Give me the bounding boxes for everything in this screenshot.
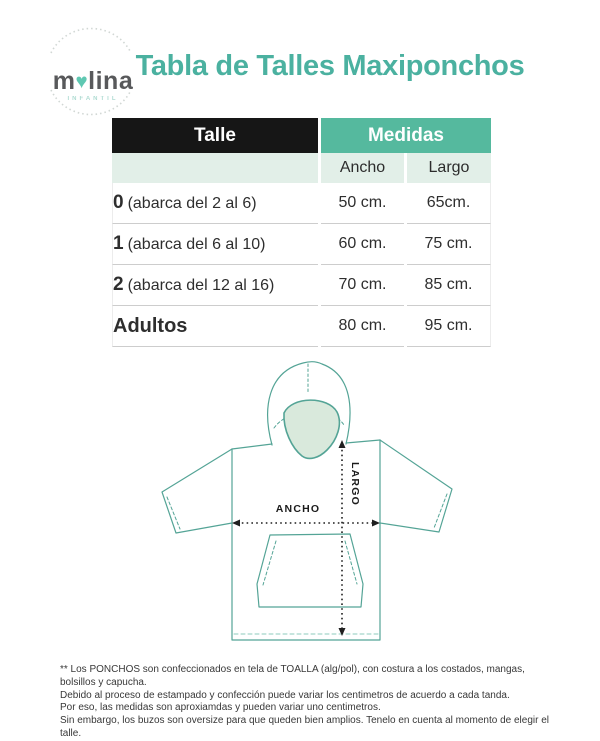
column-header-ancho: Ancho <box>321 153 404 183</box>
largo-value: 95 cm. <box>407 306 491 347</box>
ancho-value: 50 cm. <box>321 183 404 224</box>
column-header-largo: Largo <box>407 153 491 183</box>
poncho-hood-outline <box>267 361 351 446</box>
poncho-left-sleeve <box>161 448 233 534</box>
page-title: Tabla de Talles Maxiponchos <box>135 50 525 82</box>
wordmark-lina: lina <box>88 67 134 95</box>
size-range: (abarca del 2 al 6) <box>127 195 257 212</box>
poncho-right-sleeve <box>379 439 453 533</box>
size-label: Adultos <box>113 314 188 337</box>
column-header-medidas: Medidas <box>321 118 491 153</box>
brand-tagline: INFANTIL <box>67 96 119 102</box>
column-header-talle: Talle <box>112 118 318 153</box>
logo-stamp-ring-icon <box>50 27 132 116</box>
largo-label: LARGO <box>349 462 361 506</box>
size-table: Talle Medidas Ancho Largo 0 (abarca del 2… <box>109 118 494 347</box>
brand-wordmark: m♥lina <box>43 69 143 94</box>
table-row: 1 (abarca del 6 al 10) 60 cm. 75 cm. <box>112 224 491 265</box>
footnote-line: Por eso, las medidas son aproxiamdas y p… <box>60 702 381 714</box>
poncho-measurement-diagram: ANCHO LARGO <box>161 361 453 641</box>
wordmark-m: m <box>52 67 76 95</box>
ancho-value: 70 cm. <box>321 265 404 306</box>
footnote-line: Debido al proceso de estampado y confecc… <box>60 689 510 701</box>
largo-value: 85 cm. <box>407 265 491 306</box>
ancho-value: 60 cm. <box>321 224 404 265</box>
footnotes: ** Los PONCHOS son confeccionados en tel… <box>60 664 560 741</box>
largo-arrow-down-icon <box>338 628 346 636</box>
measurement-lines <box>237 445 375 631</box>
size-label: 1 <box>113 233 124 254</box>
table-row: 0 (abarca del 2 al 6) 50 cm. 65cm. <box>112 183 491 224</box>
ancho-arrow-left-icon <box>232 519 240 527</box>
table-subheader-row: Ancho Largo <box>112 153 491 183</box>
size-range: (abarca del 6 al 10) <box>127 236 266 253</box>
largo-arrow-up-icon <box>338 440 346 448</box>
subheader-empty-cell <box>112 153 318 183</box>
largo-value: 75 cm. <box>407 224 491 265</box>
brand-logo: m♥lina INFANTIL <box>43 26 143 122</box>
size-label: 0 <box>113 192 124 213</box>
footnote-line: Sin embargo, los buzos son oversize para… <box>60 715 550 739</box>
ancho-label: ANCHO <box>276 503 321 515</box>
poncho-pocket-outline <box>256 533 364 608</box>
table-header-row: Talle Medidas <box>112 118 491 153</box>
table-row: 2 (abarca del 12 al 16) 70 cm. 85 cm. <box>112 265 491 306</box>
ancho-value: 80 cm. <box>321 306 404 347</box>
size-range: (abarca del 12 al 16) <box>127 277 275 294</box>
footnote-line: ** Los PONCHOS son confeccionados en tel… <box>60 664 525 688</box>
poncho-body-outline <box>231 439 381 641</box>
table-row: Adultos 80 cm. 95 cm. <box>112 306 491 347</box>
size-label: 2 <box>113 274 124 295</box>
heart-icon: ♥ <box>75 69 89 93</box>
ancho-arrow-right-icon <box>372 519 380 527</box>
poncho-hood-opening <box>283 399 341 460</box>
largo-value: 65cm. <box>407 183 491 224</box>
